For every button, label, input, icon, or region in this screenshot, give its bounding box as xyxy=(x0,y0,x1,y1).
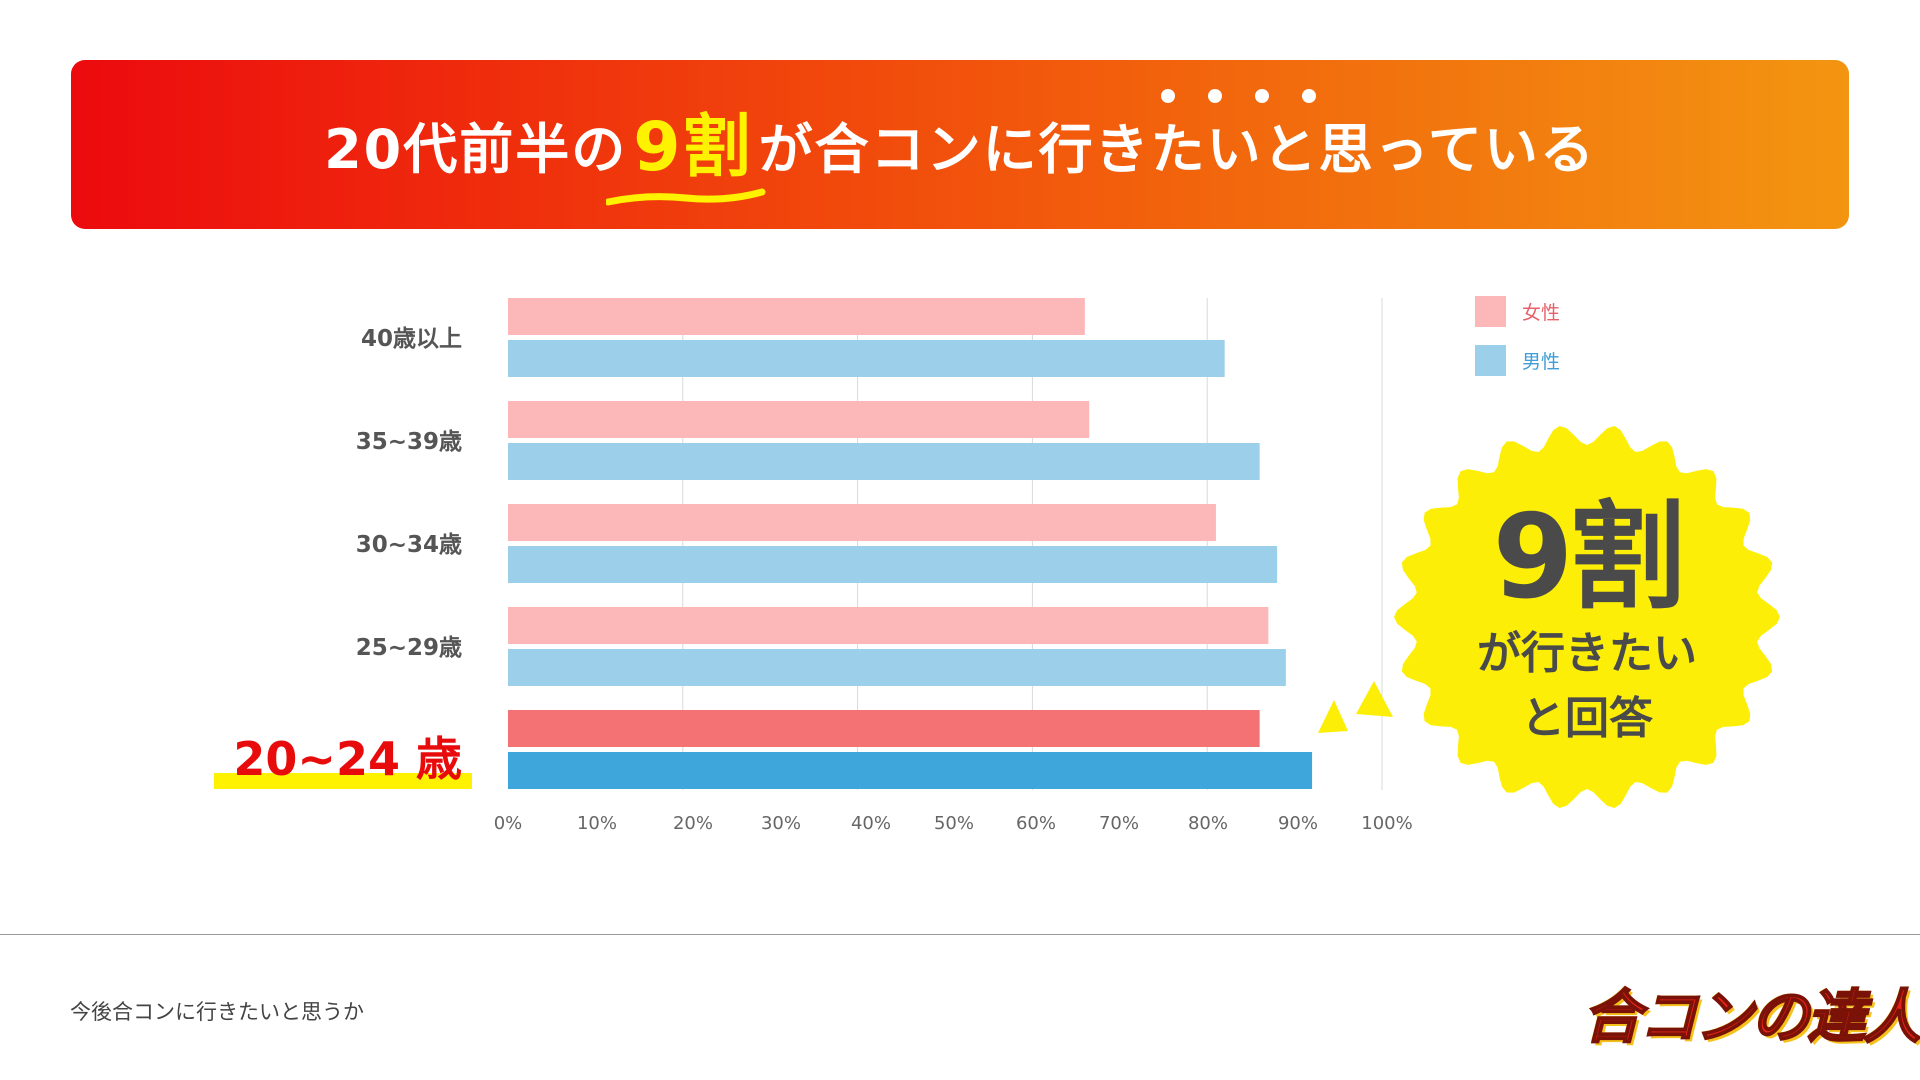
bar-female xyxy=(508,710,1260,747)
callout-badge xyxy=(1394,426,1780,808)
callout-badge-text: 9割 が行きたい と回答 xyxy=(1392,422,1782,812)
category-label: 20~24 歳 xyxy=(233,732,462,786)
x-tick-label: 10% xyxy=(577,813,617,834)
bar-male xyxy=(508,649,1286,686)
emphasis-dot xyxy=(1161,89,1175,103)
x-tick-label: 70% xyxy=(1099,813,1139,834)
badge-line-2: と回答 xyxy=(1521,693,1653,744)
x-tick-label: 0% xyxy=(494,813,523,834)
badge-line-1: が行きたい xyxy=(1477,628,1697,679)
bar-male xyxy=(508,546,1278,583)
highlight-underline xyxy=(606,188,766,206)
legend-label: 男性 xyxy=(1522,351,1560,373)
legend-label: 女性 xyxy=(1522,302,1560,324)
x-tick-label: 80% xyxy=(1188,813,1228,834)
pointer-triangle xyxy=(1318,700,1348,733)
emphasis-dot xyxy=(1208,89,1222,103)
category-label: 30~34歳 xyxy=(356,532,462,558)
bar-female xyxy=(508,298,1085,335)
category-label: 25~29歳 xyxy=(356,635,462,661)
bar-male xyxy=(508,752,1313,789)
x-tick-label: 60% xyxy=(1016,813,1056,834)
bar-female xyxy=(508,607,1269,644)
bar-female xyxy=(508,401,1090,438)
category-label: 40歳以上 xyxy=(361,326,462,352)
x-tick-label: 90% xyxy=(1278,813,1318,834)
footer-divider xyxy=(0,934,1920,935)
category-label: 35~39歳 xyxy=(356,429,462,455)
x-tick-label: 40% xyxy=(851,813,891,834)
emphasis-dot xyxy=(1255,89,1269,103)
page-title: 20代前半の 9割 が合コンに行きたいと思っている xyxy=(71,60,1849,229)
title-highlight: 9割 xyxy=(633,108,753,187)
brand-logo: 合コンの達人 xyxy=(1582,982,1920,1052)
legend-swatch-male xyxy=(1475,345,1506,376)
category-highlight-marker xyxy=(214,773,472,789)
x-tick-label: 100% xyxy=(1361,813,1412,834)
title-suffix: が合コンに行きたいと思っている xyxy=(758,118,1596,181)
title-banner: 20代前半の 9割 が合コンに行きたいと思っている xyxy=(71,60,1849,229)
bar-female xyxy=(508,504,1216,541)
emphasis-dot xyxy=(1302,89,1316,103)
x-tick-label: 20% xyxy=(673,813,713,834)
x-tick-label: 50% xyxy=(934,813,974,834)
x-tick-label: 30% xyxy=(761,813,801,834)
pointer-triangle xyxy=(1356,681,1393,717)
title-prefix: 20代前半の xyxy=(324,118,628,181)
emphasis-dots xyxy=(1161,89,1316,103)
bar-male xyxy=(508,340,1225,377)
survey-question: 今後合コンに行きたいと思うか xyxy=(70,1000,364,1024)
bar-chart: 40歳以上 35~39歳 30~34歳 25~29歳 20~24 歳 0% 10% 20% 30… xyxy=(214,296,1560,834)
legend-swatch-female xyxy=(1475,296,1506,327)
badge-headline: 9割 xyxy=(1492,490,1686,625)
bar-male xyxy=(508,443,1260,480)
